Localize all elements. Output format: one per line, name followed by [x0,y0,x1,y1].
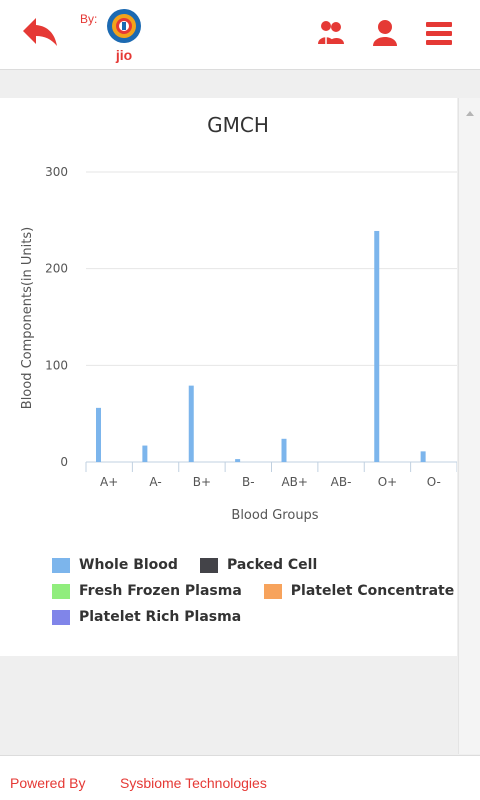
legend-row: Fresh Frozen Plasma Platelet Concentrate [52,578,455,604]
powered-by-label: Powered By [10,775,86,791]
bar[interactable] [188,385,194,462]
y-tick-label: 200 [45,262,68,276]
legend-label: Whole Blood [79,557,178,573]
legend-label: Fresh Frozen Plasma [79,583,242,599]
y-tick-label: 300 [45,165,68,179]
legend-label: Platelet Concentrate [290,583,455,599]
y-tick-label: 0 [60,455,68,469]
legend-item-packed-cell[interactable]: Packed Cell [199,557,318,573]
legend-swatch [263,583,282,599]
x-tick-label: AB- [331,475,352,489]
legend-swatch [199,557,218,573]
jio-logo: jio [107,9,141,63]
legend-item-platelet-concentrate[interactable]: Platelet Concentrate [263,583,455,599]
scroll-up-arrow-icon[interactable] [459,104,480,124]
scrollbar[interactable] [458,98,480,754]
user-icon[interactable] [370,18,400,48]
blood-stock-chart-card: GMCH Blood Components(in Units) Blood Gr… [0,98,457,656]
x-axis-title: Blood Groups [231,508,318,523]
by-label: By: [80,12,98,26]
y-tick-label: 100 [45,358,68,372]
legend-item-fresh-frozen-plasma[interactable]: Fresh Frozen Plasma [52,583,242,599]
x-tick-label: B+ [193,475,211,489]
users-icon[interactable] [316,18,346,48]
legend-item-whole-blood[interactable]: Whole Blood [52,557,178,573]
bar[interactable] [96,407,101,462]
footer: Powered By Sysbiome Technologies [0,755,480,800]
bar[interactable] [235,459,241,462]
y-axis-title: Blood Components(in Units) [20,227,35,409]
menu-icon[interactable] [424,18,454,48]
legend-label: Packed Cell [226,557,318,573]
x-tick-label: O- [427,475,441,489]
x-tick-label: B- [242,475,255,489]
x-tick-label: A+ [100,475,118,489]
x-tick-label: O+ [378,475,398,489]
x-tick-label: AB+ [281,475,308,489]
legend-row: Whole Blood Packed Cell [52,552,452,578]
back-arrow-icon[interactable] [20,12,60,52]
legend-swatch [52,583,70,599]
bar[interactable] [374,230,380,462]
legend-swatch [52,557,70,573]
app-header: By: jio [0,0,480,70]
bar[interactable] [281,438,287,462]
legend-item-platelet-rich-plasma[interactable]: Platelet Rich Plasma [52,609,241,625]
bar-chart: GMCH Blood Components(in Units) Blood Gr… [20,113,457,523]
jio-logo-text: jio [115,47,132,63]
chart-title: GMCH [207,113,269,137]
bar[interactable] [420,451,426,462]
chart-legend: Whole Blood Packed Cell Fresh Frozen Pla… [52,552,455,630]
x-tick-label: A- [149,475,161,489]
bar[interactable] [142,445,148,462]
legend-swatch [52,609,70,625]
legend-row: Platelet Rich Plasma [52,604,452,630]
company-link[interactable]: Sysbiome Technologies [120,775,267,791]
legend-label: Platelet Rich Plasma [79,609,242,625]
